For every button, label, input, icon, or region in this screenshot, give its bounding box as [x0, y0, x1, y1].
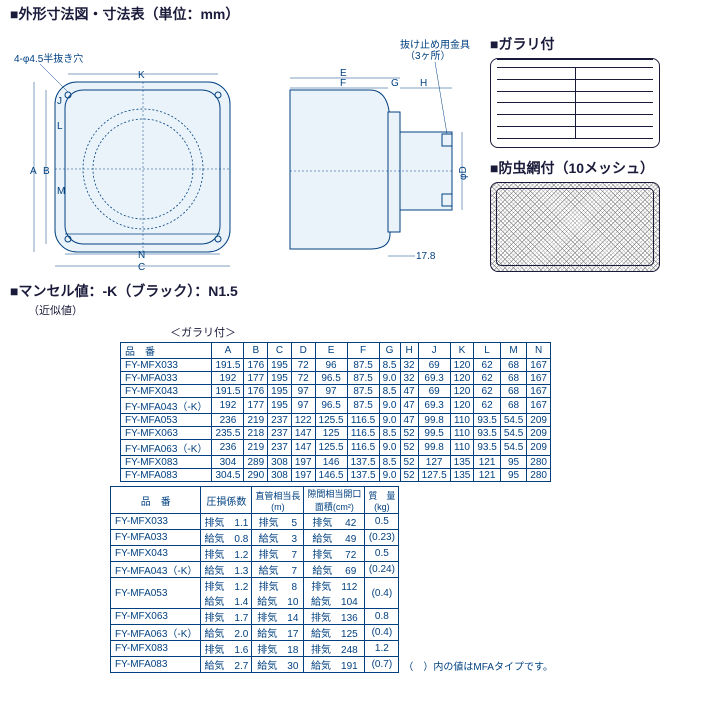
dim-N: N: [138, 250, 145, 261]
table-row: FY-MFX043191.5176195979787.58.5476912062…: [121, 385, 551, 398]
munsell-value: -K（ブラック）：N1.5: [102, 283, 237, 299]
table-header: 直管相当長(m): [252, 487, 304, 514]
table-header: H: [400, 343, 418, 359]
spec-table: 品 番圧損係数直管相当長(m)隙間相当開口面積(cm²)質 量(kg)FY-MF…: [110, 486, 399, 673]
table-row: FY-MFA043（-K）給気 1.3給気 7給気 69(0.24): [111, 562, 399, 578]
dim-M: M: [57, 186, 65, 197]
tables: ＜ガラリ付＞ 品 番ABCDEFGHJKLMNFY-MFX033191.5176…: [0, 324, 720, 673]
diagram-side: 抜け止め用金具 （3ヶ所） E F G H φD 17.8: [270, 34, 480, 279]
diagram-row: A B J L M K 4-φ4.5半抜き穴 C N: [0, 28, 720, 279]
table-header: 品 番: [121, 343, 212, 359]
table-header: 隙間相当開口面積(cm²): [304, 487, 365, 514]
table-row: FY-MFA0331921771957296.587.59.03269.3120…: [121, 372, 551, 385]
table-header: A: [212, 343, 244, 359]
table-header: J: [418, 343, 450, 359]
table-header: E: [315, 343, 347, 359]
table-header: B: [244, 343, 268, 359]
clamp-qty: （3ヶ所）: [405, 50, 451, 62]
table2-note: （ ）内の値はMFAタイプです。: [403, 658, 553, 673]
table-row: FY-MFX043排気 1.2排気 7排気 720.5: [111, 546, 399, 562]
table-header: M: [500, 343, 526, 359]
clamp-label: 抜け止め用金具: [400, 38, 470, 51]
table1-caption: ＜ガラリ付＞: [170, 324, 710, 340]
table-header: N: [527, 343, 551, 359]
table-row: FY-MFA083304.5290308197146.5137.59.05212…: [121, 469, 551, 482]
table-row: FY-MFA063（-K）給気 2.0給気 17給気 125(0.4): [111, 625, 399, 641]
table-header: 圧損係数: [201, 487, 252, 514]
dim-L: L: [57, 121, 63, 132]
dim-K: K: [138, 70, 145, 81]
table-row: FY-MFA063（-K）236219237147125.5116.59.052…: [121, 440, 551, 456]
table-header: F: [347, 343, 379, 359]
table-row: FY-MFX033191.5176195729687.58.5326912062…: [121, 359, 551, 372]
dim-F: F: [340, 78, 346, 89]
dim-A: A: [30, 166, 37, 177]
table-row: FY-MFA053236219237122125.5116.59.04799.8…: [121, 414, 551, 427]
dim-C: C: [138, 262, 145, 273]
dim-D: φD: [458, 166, 469, 180]
table-row: FY-MFA033給気 0.8給気 3給気 49(0.23): [111, 530, 399, 546]
table-row: FY-MFX083排気 1.6排気 18排気 2481.2: [111, 641, 399, 657]
page-title: ■外形寸法図・寸法表（単位：mm）: [0, 0, 720, 24]
table-header: G: [379, 343, 400, 359]
table-row: FY-MFX063235.5218237147125116.58.55299.5…: [121, 427, 551, 440]
table-row: FY-MFA053排気 1.2給気 1.4排気 8給気 10排気 112給気 1…: [111, 578, 399, 609]
holes-label: 4-φ4.5半抜き穴: [14, 52, 83, 65]
dim-H: H: [420, 78, 427, 89]
table-row: FY-MFX063排気 1.7排気 14排気 1360.8: [111, 609, 399, 625]
dim-G: G: [391, 78, 399, 89]
munsell-approx: （近似値）: [10, 305, 83, 317]
table-row: FY-MFX083304289308197146137.58.552127135…: [121, 456, 551, 469]
table-row: FY-MFA083給気 2.7給気 30給気 191(0.7): [111, 657, 399, 673]
dim-J: J: [57, 96, 62, 107]
diagram-front: A B J L M K 4-φ4.5半抜き穴 C N: [10, 34, 260, 279]
munsell-line: ■マンセル値：-K（ブラック）：N1.5 （近似値）: [0, 279, 720, 320]
louver-image: [490, 58, 660, 148]
dimension-table: 品 番ABCDEFGHJKLMNFY-MFX033191.51761957296…: [120, 342, 551, 482]
table-row: FY-MFA043（-K）1921771959796.587.59.04769.…: [121, 398, 551, 414]
table-header: L: [474, 343, 500, 359]
table-header: 質 量(kg): [365, 487, 399, 514]
table-header: C: [268, 343, 292, 359]
table-header: K: [450, 343, 474, 359]
louver-title: ■ガラリ付: [490, 34, 690, 54]
table-header: D: [291, 343, 315, 359]
munsell-label: ■マンセル値：: [10, 283, 102, 299]
mesh-image: [490, 182, 660, 272]
right-column: ■ガラリ付 ■防虫網付（10メッシュ）: [490, 34, 690, 279]
dim-t: 17.8: [416, 251, 436, 262]
mesh-title: ■防虫網付（10メッシュ）: [490, 158, 690, 178]
table-row: FY-MFX033排気 1.1排気 5排気 420.5: [111, 514, 399, 530]
table-header: 品 番: [111, 487, 201, 514]
dim-B: B: [43, 166, 50, 177]
